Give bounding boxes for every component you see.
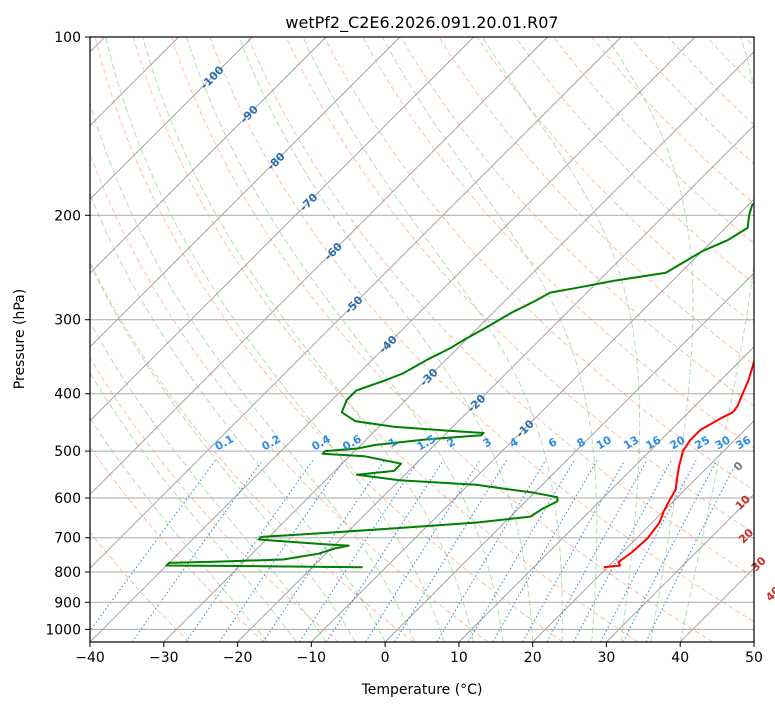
y-tick-label: 400 <box>54 387 81 403</box>
x-tick-label: −10 <box>297 650 327 666</box>
x-tick-label: 20 <box>524 650 542 666</box>
y-tick-label: 500 <box>54 444 81 460</box>
y-tick-label: 300 <box>54 313 81 329</box>
y-tick-label: 1000 <box>45 622 81 638</box>
x-tick-label: 10 <box>450 650 468 666</box>
y-tick-label: 200 <box>54 208 81 224</box>
x-axis-label: Temperature (°C) <box>361 682 483 698</box>
x-tick-label: −40 <box>75 650 105 666</box>
x-tick-label: 50 <box>745 650 763 666</box>
y-tick-label: 800 <box>54 565 81 581</box>
x-tick-label: 30 <box>597 650 615 666</box>
y-tick-label: 900 <box>54 595 81 611</box>
y-tick-label: 600 <box>54 491 81 507</box>
plot-area <box>90 37 754 642</box>
y-tick-label: 700 <box>54 531 81 547</box>
y-axis-label: Pressure (hPa) <box>12 289 28 389</box>
x-tick-label: 40 <box>671 650 689 666</box>
y-tick-label: 100 <box>54 30 81 46</box>
x-tick-label: 0 <box>381 650 390 666</box>
chart-title: wetPf2_C2E6.2026.091.20.01.R07 <box>285 13 558 33</box>
x-tick-label: −30 <box>149 650 179 666</box>
x-tick-label: −20 <box>223 650 253 666</box>
